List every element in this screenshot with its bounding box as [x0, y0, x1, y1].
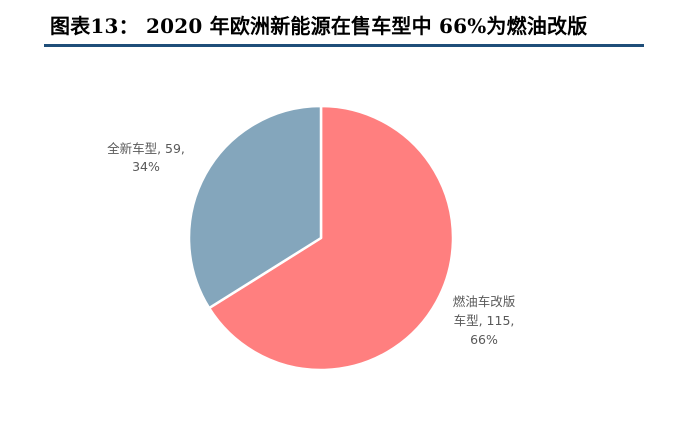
data-label-line: 车型, 115,	[454, 313, 515, 328]
data-label-line: 66%	[470, 332, 498, 347]
data-label-line: 全新车型, 59,	[107, 141, 185, 156]
chart-title: 图表13： 2020 年欧洲新能源在售车型中 66%为燃油改版	[50, 14, 588, 38]
pie-labels: 燃油车改版车型, 115, 66% 全新车型, 59, 34%	[107, 141, 516, 347]
data-label-line: 燃油车改版	[453, 294, 516, 309]
title-rule	[44, 44, 644, 47]
pie-slice-all-new	[187, 104, 323, 310]
data-label-line: 34%	[132, 159, 160, 174]
data-label-all-new: 全新车型, 59, 34%	[107, 141, 185, 174]
pie-slices	[187, 104, 455, 372]
data-label-fuel-conversion: 燃油车改版车型, 115, 66%	[453, 294, 516, 347]
chart-header: 图表13： 2020 年欧洲新能源在售车型中 66%为燃油改版	[44, 6, 644, 40]
pie-slice-fuel-conversion	[207, 104, 455, 372]
